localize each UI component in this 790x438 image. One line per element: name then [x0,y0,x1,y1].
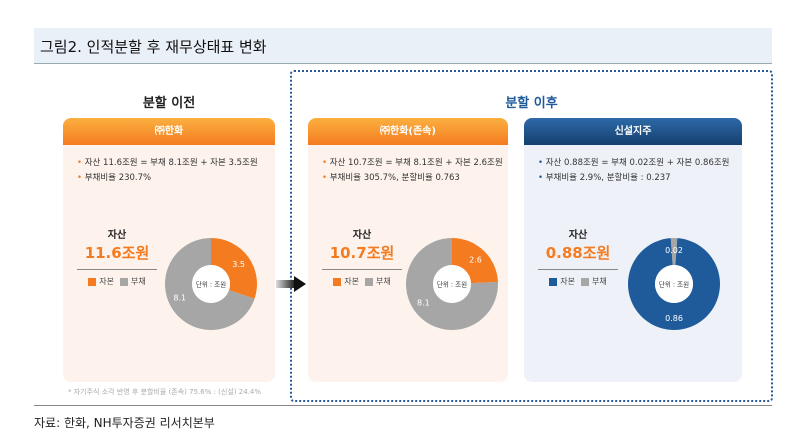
asset-value: 0.88조원 [545,244,611,262]
debt-value-label: 8.1 [417,298,430,307]
legend-equity: 자본 [88,276,114,287]
legend: 자본 부채 [322,276,402,287]
card-header: 신설지주 [524,118,742,145]
asset-value: 11.6조원 [84,244,150,262]
donut-chart: 단위 : 조원 0.86 0.02 [628,238,720,330]
legend-debt: 부채 [120,276,146,287]
bullet-list: 자산 10.7조원 = 부채 8.1조원 + 자본 2.6조원부채비율 305.… [322,156,503,186]
donut-unit: 단위 : 조원 [437,280,467,289]
debt-value-label: 0.02 [665,246,683,255]
equity-value-label: 0.86 [665,314,683,323]
equity-value-label: 3.5 [232,260,245,269]
figure-title: 그림2. 인적분할 후 재무상태표 변화 [34,28,772,64]
bullet-item: 자산 11.6조원 = 부채 8.1조원 + 자본 3.5조원 [77,156,258,171]
after-heading: 분할 이후 [505,96,558,111]
card-hanwha-surviving: ㈜한화(존속) 자산 10.7조원 = 부채 8.1조원 + 자본 2.6조원부… [308,118,508,382]
donut-chart: 단위 : 조원 2.6 8.1 [406,238,498,330]
bullet-list: 자산 0.88조원 = 부채 0.02조원 + 자본 0.86조원부채비율 2.… [538,156,730,186]
donut-slice-debt [406,238,498,330]
bullet-item: 부채비율 2.9%, 분할비율 : 0.237 [538,171,730,186]
split-ratio-note: * 자기주식 소각 반영 후 분할비율 (존속) 75.6% : (신설) 24… [68,388,261,396]
legend: 자본 부채 [538,276,618,287]
card-header: ㈜한화(존속) [308,118,508,145]
asset-label: 자산 [352,230,372,241]
before-heading: 분할 이전 [142,96,196,111]
donut-slice-equity [628,238,720,330]
donut-unit: 단위 : 조원 [196,280,226,289]
asset-label: 자산 [107,230,127,241]
bullet-item: 부채비율 230.7% [77,171,258,186]
donut-slice-equity [452,238,498,284]
debt-value-label: 8.1 [173,293,186,302]
donut-unit: 단위 : 조원 [659,280,689,289]
legend-debt: 부채 [365,276,391,287]
card-header: ㈜한화 [63,118,275,145]
donut-slice-equity [211,238,257,299]
asset-divider [538,269,618,270]
donut-slice-debt [670,238,678,266]
after-box [290,70,773,402]
equity-value-label: 2.6 [469,255,482,264]
asset-divider [322,269,402,270]
legend-equity: 자본 [333,276,359,287]
donut-slice-debt [165,238,255,330]
bullet-item: 자산 10.7조원 = 부채 8.1조원 + 자본 2.6조원 [322,156,503,171]
donut-chart: 단위 : 조원 3.5 8.1 [165,238,257,330]
card-hanwha-before: ㈜한화 자산 11.6조원 = 부채 8.1조원 + 자본 3.5조원부채비율 … [63,118,275,382]
legend: 자본 부채 [77,276,157,287]
arrow-icon [276,276,306,292]
asset-label: 자산 [568,230,588,241]
asset-value: 10.7조원 [329,244,395,262]
bullet-item: 부채비율 305.7%, 분할비율 0.763 [322,171,503,186]
legend-debt: 부채 [581,276,607,287]
asset-divider [77,269,157,270]
bullet-item: 자산 0.88조원 = 부채 0.02조원 + 자본 0.86조원 [538,156,730,171]
source: 자료: 한화, NH투자증권 리서치본부 [34,416,215,430]
legend-equity: 자본 [549,276,575,287]
divider [34,405,772,406]
card-new-holding: 신설지주 자산 0.88조원 = 부채 0.02조원 + 자본 0.86조원부채… [524,118,742,382]
bullet-list: 자산 11.6조원 = 부채 8.1조원 + 자본 3.5조원부채비율 230.… [77,156,258,186]
